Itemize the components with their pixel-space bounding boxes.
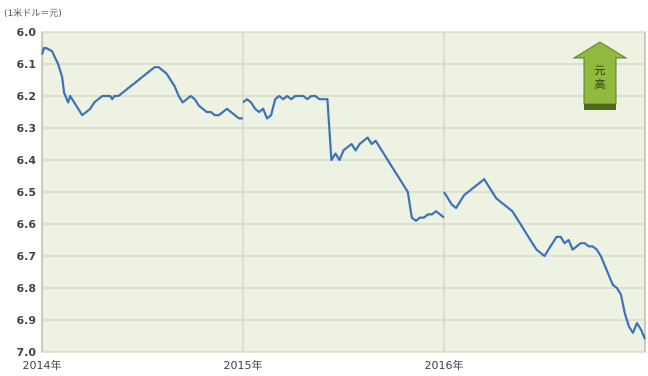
y-tick-label: 6.2 — [17, 90, 37, 103]
arrow-base — [584, 104, 616, 110]
x-tick-label: 2014年 — [23, 358, 62, 372]
series-line — [40, 46, 243, 120]
y-axis: 6.0 6.1 6.2 6.3 6.4 6.5 6.6 6.7 6.8 6.9 7.0 — [17, 26, 37, 359]
arrow-label-char: 高 — [595, 77, 606, 91]
y-tick-label: 6.0 — [17, 26, 37, 39]
x-axis: 2014年 2015年 2016年 — [23, 358, 464, 372]
y-tick-label: 6.4 — [17, 154, 37, 167]
arrow-label-char: 元 — [595, 64, 606, 77]
x-tick-label: 2015年 — [224, 358, 263, 372]
series-line — [443, 178, 647, 340]
series-line — [242, 94, 445, 222]
y-tick-label: 7.0 — [17, 346, 37, 359]
series-layer — [40, 46, 647, 340]
y-tick-label: 6.9 — [17, 314, 37, 327]
yuan-appreciation-arrow: 元高 — [572, 41, 628, 110]
y-tick-label: 6.3 — [17, 122, 37, 135]
y-tick-label: 6.6 — [17, 218, 37, 231]
x-tick-label: 2016年 — [425, 358, 464, 372]
y-tick-label: 6.8 — [17, 282, 37, 295]
y-axis-unit-label: (1米ドル＝元) — [4, 9, 62, 19]
y-tick-label: 6.5 — [17, 186, 37, 199]
y-tick-label: 6.7 — [17, 250, 37, 263]
y-tick-label: 6.1 — [17, 58, 37, 71]
